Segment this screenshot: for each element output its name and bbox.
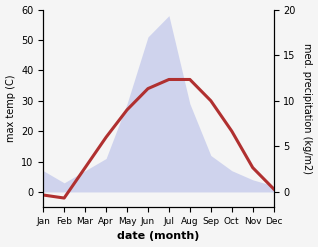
Y-axis label: max temp (C): max temp (C) xyxy=(5,75,16,142)
X-axis label: date (month): date (month) xyxy=(117,231,200,242)
Y-axis label: med. precipitation (kg/m2): med. precipitation (kg/m2) xyxy=(302,43,313,174)
